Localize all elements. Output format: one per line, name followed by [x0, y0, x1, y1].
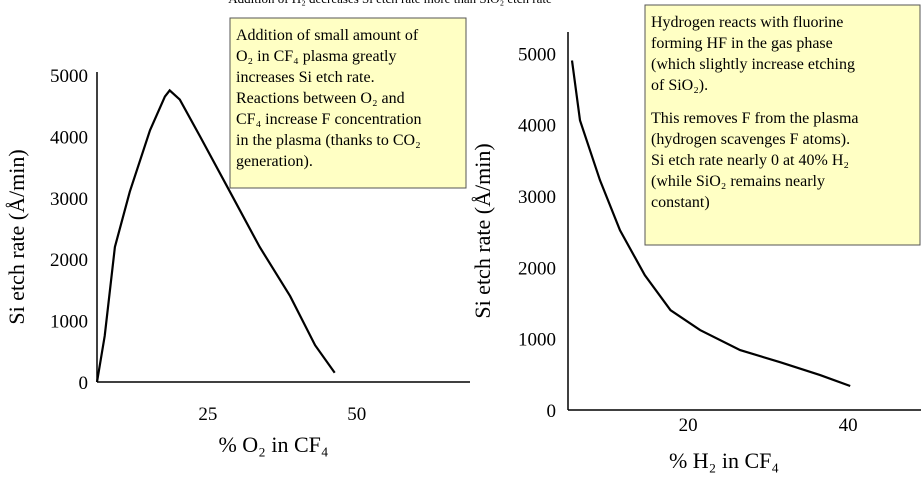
data-line — [95, 88, 336, 383]
annotation-line: Reactions between O₂ and — [236, 90, 405, 107]
y-tick-label: 5000 — [50, 66, 88, 87]
y-tick-label: 1000 — [50, 312, 88, 333]
annotation-line: in the plasma (thanks to CO₂ — [236, 132, 421, 149]
annotation-box — [229, 17, 467, 189]
annotation-line: O₂ in CF₄ plasma greatly — [236, 48, 396, 65]
x-tick-label: 50 — [347, 404, 366, 425]
y-tick-label: 2000 — [518, 258, 556, 279]
y-tick-label: 3000 — [518, 187, 556, 208]
x-tick-label: 20 — [679, 415, 698, 436]
y-axis-label: Si etch rate (Å/min) — [4, 149, 29, 324]
annotation-box — [644, 4, 921, 246]
annotation-line: (while SiO₂ remains nearly — [651, 173, 825, 190]
x-tick-label: 40 — [839, 415, 858, 436]
annotation-line: CF₄ increase F concentration — [236, 111, 422, 128]
page-title: Addition of H₂ decreases Si etch rate mo… — [228, 0, 552, 6]
y-tick-label: 2000 — [50, 250, 88, 271]
annotation-line: generation). — [236, 153, 313, 170]
x-axis-label: % H₂ in CF₄ — [669, 448, 779, 473]
data-line — [570, 60, 851, 388]
annotation-line: constant) — [651, 194, 710, 211]
annotation-line: (which slightly increase etching — [651, 56, 855, 73]
annotation-line: forming HF in the gas phase — [651, 35, 833, 52]
y-tick-label: 4000 — [50, 127, 88, 148]
y-tick-label: 0 — [547, 401, 557, 422]
y-tick-label: 1000 — [518, 330, 556, 351]
annotation-line: (hydrogen scavenges F atoms). — [651, 131, 850, 148]
x-tick-label: 25 — [198, 404, 217, 425]
annotation-line: Hydrogen reacts with fluorine — [651, 14, 843, 31]
annotation-line: increases Si etch rate. — [236, 69, 375, 86]
x-axis-label: % O₂ in CF₄ — [218, 432, 328, 457]
y-tick-label: 0 — [79, 373, 89, 394]
y-tick-label: 5000 — [518, 44, 556, 65]
y-tick-label: 3000 — [50, 189, 88, 210]
annotation-line: Si etch rate nearly 0 at 40% H₂ — [651, 152, 849, 169]
y-tick-label: 4000 — [518, 116, 556, 137]
annotation-line: of SiO₂). — [651, 77, 708, 94]
annotation-line: Addition of small amount of — [236, 27, 419, 44]
annotation-line: This removes F from the plasma — [651, 110, 859, 127]
y-axis-label: Si etch rate (Å/min) — [470, 143, 495, 318]
